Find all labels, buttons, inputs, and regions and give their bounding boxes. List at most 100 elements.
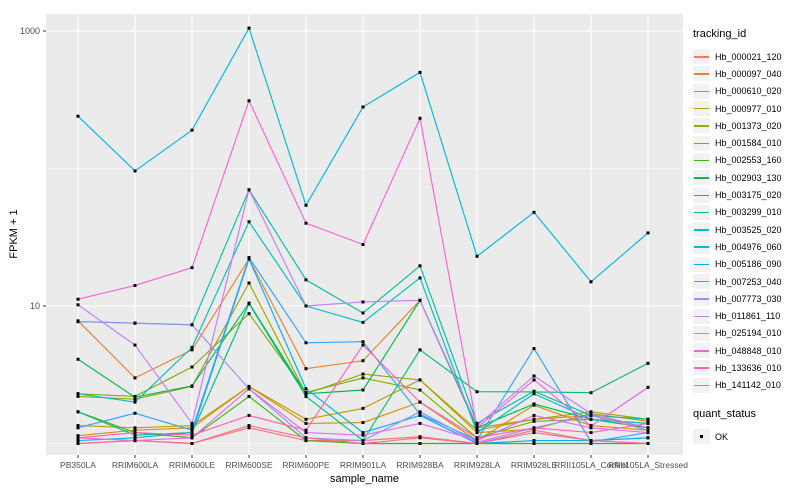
legend-key <box>693 135 710 151</box>
data-point <box>475 426 479 430</box>
legend-key-line <box>694 315 709 317</box>
legend-item-label: Hb_133636_010 <box>715 362 782 373</box>
data-point <box>532 378 536 382</box>
data-point <box>76 303 80 307</box>
data-point <box>304 439 308 443</box>
legend-item-label: Hb_003525_020 <box>715 224 782 235</box>
quant-item-label: OK <box>715 431 729 442</box>
data-point <box>190 345 194 349</box>
data-point <box>76 434 80 438</box>
legend-key-line <box>694 194 709 196</box>
data-point <box>361 320 365 324</box>
legend-key-line <box>694 281 709 283</box>
data-point <box>589 391 593 395</box>
data-point <box>190 365 194 369</box>
legend-title-quant-status: quant_status <box>693 407 756 420</box>
legend-item-label: Hb_000097_040 <box>715 68 782 79</box>
data-point <box>304 394 308 398</box>
quant-legend-item: OK <box>693 428 800 445</box>
data-point <box>418 70 422 74</box>
data-point <box>589 431 593 435</box>
data-point <box>76 357 80 361</box>
x-tick-label: RRIM928LA <box>453 460 501 470</box>
legend-item: Hb_007253_040 <box>693 273 800 290</box>
data-point <box>646 385 650 389</box>
data-point <box>304 304 308 308</box>
data-point <box>475 431 479 435</box>
legend-item: Hb_048848_010 <box>693 342 800 359</box>
legend-item: Hb_007773_030 <box>693 290 800 307</box>
legend-key <box>693 83 710 99</box>
data-point <box>361 433 365 437</box>
y-tick-label: 1000 <box>19 25 40 36</box>
data-point <box>133 433 137 437</box>
data-point <box>190 266 194 270</box>
data-point <box>190 424 194 428</box>
data-point <box>589 412 593 416</box>
legend-item-label: Hb_011861_110 <box>715 311 781 322</box>
data-point <box>190 421 194 425</box>
data-point <box>361 406 365 410</box>
quant-legend-items: OK <box>693 428 800 445</box>
data-point <box>247 394 251 398</box>
data-point <box>589 442 593 445</box>
data-point <box>247 99 251 103</box>
x-axis-title: sample_name <box>329 473 400 485</box>
data-point <box>589 410 593 414</box>
legend-key-line <box>694 367 709 369</box>
data-point <box>247 312 251 316</box>
data-point <box>247 387 251 391</box>
data-point <box>646 431 650 435</box>
data-point <box>247 413 251 417</box>
data-point <box>532 402 536 406</box>
data-point <box>361 376 365 380</box>
data-point <box>304 203 308 207</box>
data-point <box>475 424 479 428</box>
legend-item-label: Hb_000610_020 <box>715 86 782 97</box>
data-point <box>76 114 80 118</box>
legend-key-line <box>694 108 709 110</box>
data-point <box>133 395 137 399</box>
legend-key-line <box>694 125 709 127</box>
legend-key <box>693 170 710 186</box>
legend-item-label: Hb_000977_010 <box>715 103 782 114</box>
data-point <box>418 348 422 352</box>
legend-item: Hb_000097_040 <box>693 65 800 82</box>
legend-key <box>693 343 710 359</box>
data-point <box>133 283 137 287</box>
legend-item-label: Hb_005186_090 <box>715 259 782 270</box>
data-point <box>475 442 479 445</box>
legend-key <box>693 360 710 376</box>
data-point <box>304 278 308 282</box>
legend-item-label: Hb_001373_020 <box>715 120 782 131</box>
data-point <box>190 426 194 430</box>
data-point <box>247 384 251 388</box>
data-point <box>190 128 194 132</box>
legend-item-label: Hb_007253_040 <box>715 276 782 287</box>
x-tick-label: RRIM600SE <box>225 460 273 470</box>
legend-item: Hb_003175_020 <box>693 186 800 203</box>
legend-item-label: Hb_003175_020 <box>715 190 782 201</box>
data-point <box>247 220 251 224</box>
legend-key-line <box>694 90 709 93</box>
data-point <box>361 311 365 315</box>
legend-item-label: Hb_048848_010 <box>715 345 782 356</box>
quant-status-legend: quant_status OK <box>693 408 800 445</box>
data-point <box>133 428 137 432</box>
data-point <box>361 359 365 363</box>
legend-key-line <box>694 211 709 214</box>
legend-item: Hb_025194_010 <box>693 325 800 342</box>
data-point <box>133 439 137 443</box>
data-point <box>76 442 80 445</box>
data-point <box>361 421 365 425</box>
data-point <box>418 264 422 268</box>
legend-key <box>693 325 710 341</box>
data-point <box>475 436 479 440</box>
data-point <box>304 436 308 440</box>
data-point <box>532 431 536 435</box>
data-point <box>304 367 308 371</box>
data-point <box>247 426 251 430</box>
data-point <box>247 281 251 285</box>
data-point <box>361 439 365 443</box>
